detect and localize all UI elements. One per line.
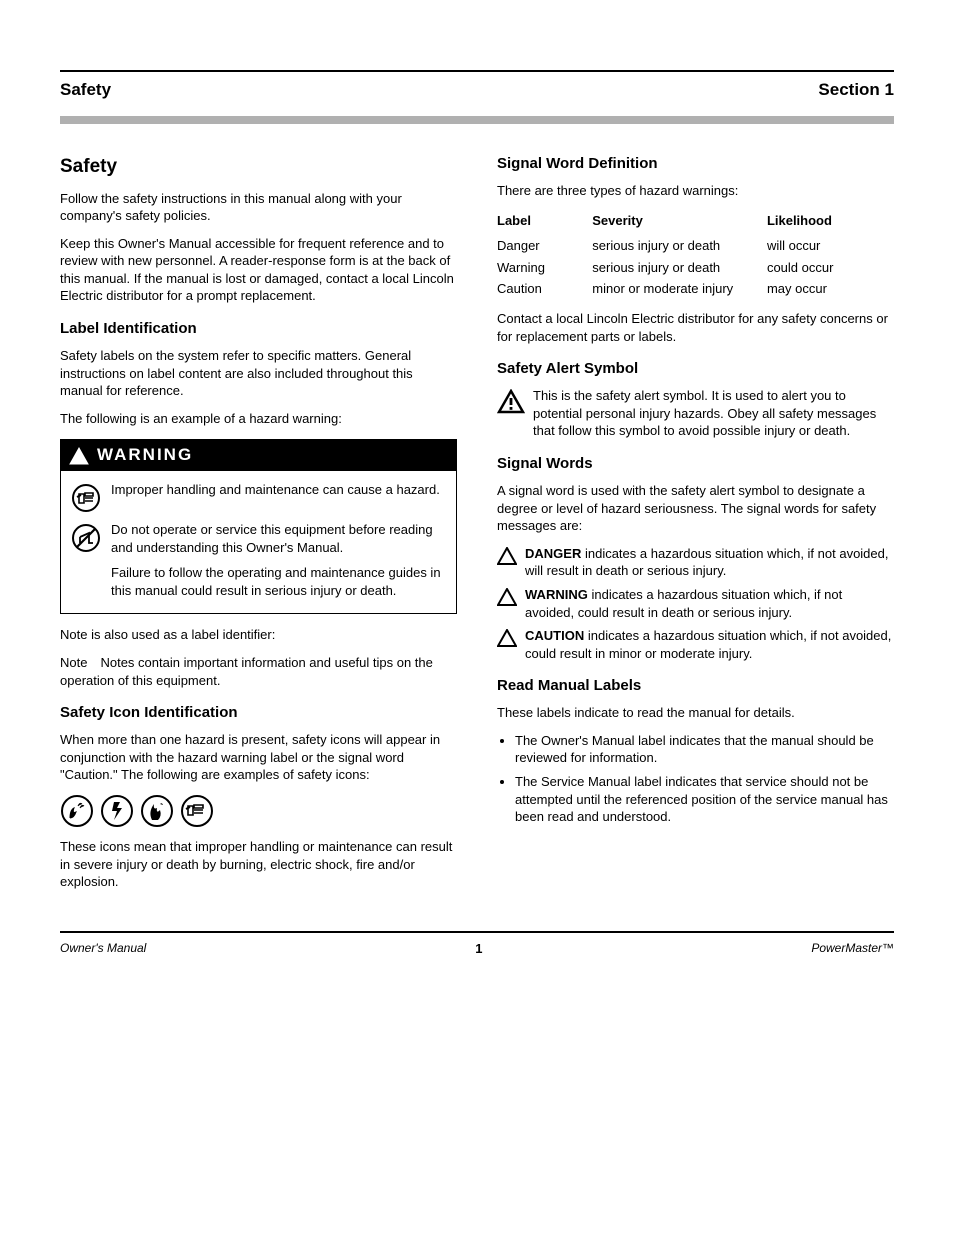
header-left: Safety (60, 80, 111, 100)
body-text: Keep this Owner's Manual accessible for … (60, 235, 457, 305)
td: minor or moderate injury (592, 278, 767, 300)
th: Label (497, 210, 592, 236)
body-text: Note is also used as a label identifier: (60, 626, 457, 644)
alert-text: This is the safety alert symbol. It is u… (533, 387, 894, 440)
danger-row: DANGER indicates a hazardous situation w… (497, 545, 894, 580)
subheading-icons: Safety Icon Identification (60, 703, 457, 723)
subheading-sigwords: Signal Words (497, 454, 894, 474)
subheading-signal-def: Signal Word Definition (497, 154, 894, 174)
bottom-rule (60, 931, 894, 933)
warning-triangle-icon (497, 547, 517, 565)
list-item: The Service Manual label indicates that … (515, 773, 894, 826)
page-number: 1 (475, 941, 482, 956)
left-column: Safety Follow the safety instructions in… (60, 154, 457, 901)
td: will occur (767, 235, 894, 257)
warning-label: WARNING (525, 587, 588, 602)
body-text: The following is an example of a hazard … (60, 410, 457, 428)
body-text: A signal word is used with the safety al… (497, 482, 894, 535)
safety-icon-strip (60, 794, 457, 828)
body-text: These icons mean that improper handling … (60, 838, 457, 891)
td: serious injury or death (592, 235, 767, 257)
warning-title: WARNING (97, 444, 193, 467)
header-right: Section 1 (818, 80, 894, 100)
subheading-readmanual: Read Manual Labels (497, 676, 894, 696)
section-heading: Safety (60, 154, 457, 180)
grey-bar (60, 116, 894, 124)
td: could occur (767, 257, 894, 279)
alert-symbol-row: This is the safety alert symbol. It is u… (497, 387, 894, 440)
subheading-label-id: Label Identification (60, 319, 457, 339)
read-manual-list: The Owner's Manual label indicates that … (515, 732, 894, 826)
shock-hazard-icon (100, 794, 134, 828)
top-rule (60, 70, 894, 72)
footer-left: Owner's Manual (60, 941, 146, 956)
subheading-alert: Safety Alert Symbol (497, 359, 894, 379)
danger-label: DANGER (525, 546, 581, 561)
warning-line: Failure to follow the operating and main… (111, 564, 446, 599)
warning-body: Improper handling and maintenance can ca… (61, 471, 456, 613)
footer-right: PowerMaster™ (811, 941, 894, 956)
body-text: Follow the safety instructions in this m… (60, 190, 457, 225)
th: Likelihood (767, 210, 894, 236)
body-text: Safety labels on the system refer to spe… (60, 347, 457, 400)
body-text: There are three types of hazard warnings… (497, 182, 894, 200)
caution-row: CAUTION indicates a hazardous situation … (497, 627, 894, 662)
signal-table: Label Severity Likelihood Danger serious… (497, 210, 894, 300)
body-text: Contact a local Lincoln Electric distrib… (497, 310, 894, 345)
safety-alert-icon (497, 389, 525, 414)
read-manual-icon (71, 483, 101, 513)
td: Warning (497, 257, 592, 279)
td: serious injury or death (592, 257, 767, 279)
body-text: When more than one hazard is present, sa… (60, 731, 457, 784)
footer: Owner's Manual 1 PowerMaster™ (60, 941, 894, 956)
no-operation-icon (71, 523, 101, 553)
warning-box: WARNING Improper handling and maintenanc… (60, 439, 457, 614)
td: may occur (767, 278, 894, 300)
warning-line: Improper handling and maintenance can ca… (111, 481, 440, 499)
explosion-hazard-icon (180, 794, 214, 828)
two-column-layout: Safety Follow the safety instructions in… (60, 154, 894, 901)
list-item: The Owner's Manual label indicates that … (515, 732, 894, 767)
fire-hazard-icon (140, 794, 174, 828)
warning-header: WARNING (61, 440, 456, 471)
note-text: Note Notes contain important information… (60, 654, 457, 689)
warning-row: WARNING indicates a hazardous situation … (497, 586, 894, 621)
burn-hazard-icon (60, 794, 94, 828)
warning-triangle-icon (69, 447, 89, 465)
body-text: These labels indicate to read the manual… (497, 704, 894, 722)
caution-label: CAUTION (525, 628, 584, 643)
warning-triangle-icon (497, 588, 517, 606)
td: Caution (497, 278, 592, 300)
right-column: Signal Word Definition There are three t… (497, 154, 894, 901)
td: Danger (497, 235, 592, 257)
th: Severity (592, 210, 767, 236)
running-header: Safety Section 1 (60, 80, 894, 100)
warning-line: Do not operate or service this equipment… (111, 521, 446, 556)
warning-triangle-icon (497, 629, 517, 647)
